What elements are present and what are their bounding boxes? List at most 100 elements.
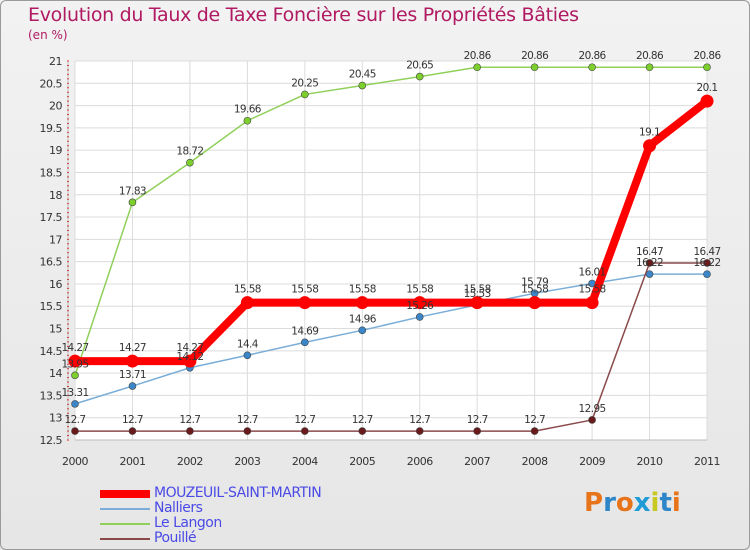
- data-point: [415, 427, 424, 435]
- y-tick-label: 18.5: [40, 166, 63, 179]
- data-label: 15.58: [579, 284, 606, 296]
- y-tick-label: 17: [49, 233, 62, 246]
- series-line: [74, 66, 707, 376]
- data-label: 20.65: [406, 60, 433, 72]
- line-chart: 12.5 13 13.5 14 14.5 15 15.5 16 16.5 17 17.5 18 18.5…: [40, 50, 723, 468]
- y-tick-label: 14: [49, 367, 62, 380]
- data-label: 12.7: [352, 414, 373, 426]
- unit-label: (en %): [28, 28, 68, 42]
- legend-label: Le Langon: [154, 515, 222, 531]
- legend-swatch: [100, 537, 150, 540]
- y-tick-label: 14.5: [40, 345, 63, 358]
- series-line: [75, 262, 707, 432]
- legend-item-le-langon: Le Langon: [100, 516, 321, 531]
- logo-letter: x: [633, 488, 651, 518]
- data-point: [473, 427, 481, 435]
- data-point: [585, 296, 599, 310]
- data-label: 13.95: [61, 358, 88, 370]
- data-label: 12.7: [409, 414, 430, 426]
- data-point: [700, 94, 714, 108]
- data-label: 13.71: [119, 369, 146, 381]
- data-point: [358, 326, 367, 335]
- data-label: 12.7: [524, 414, 545, 426]
- y-tick-label: 18: [49, 189, 62, 202]
- x-tick-label: 2008: [522, 455, 548, 468]
- x-tick-label: 2010: [637, 455, 663, 468]
- data-point: [128, 427, 137, 435]
- data-point: [703, 270, 711, 278]
- data-label: 15.58: [291, 284, 318, 296]
- y-tick-label: 20.5: [40, 77, 63, 90]
- data-label: 20.86: [464, 50, 492, 62]
- legend-label: Nalliers: [154, 500, 203, 516]
- data-label: 15.58: [464, 284, 491, 296]
- data-label: 15.58: [234, 284, 261, 296]
- data-point: [588, 416, 596, 424]
- data-point: [243, 351, 252, 360]
- x-tick-label: 2007: [464, 455, 490, 468]
- data-label: 16.47: [693, 246, 720, 258]
- y-tick-label: 20: [49, 100, 62, 113]
- data-label: 20.86: [579, 50, 607, 62]
- data-label: 12.7: [65, 414, 86, 426]
- data-label: 16.01: [579, 266, 606, 278]
- data-point: [183, 354, 197, 368]
- data-label: 14.27: [176, 342, 203, 354]
- y-tick-label: 16: [49, 278, 62, 291]
- data-point: [68, 354, 82, 368]
- y-tick-label: 16.5: [40, 256, 63, 269]
- data-point: [71, 427, 79, 435]
- data-label: 15.58: [406, 284, 433, 296]
- data-point: [298, 296, 312, 310]
- y-tick-label: 15.5: [40, 300, 63, 313]
- data-label: 14.96: [349, 313, 377, 325]
- y-tick-label: 15: [49, 323, 62, 336]
- y-tick-label: 17.5: [40, 211, 63, 224]
- data-point: [588, 63, 596, 72]
- legend-label: MOUZEUIL-SAINT-MARTIN: [154, 485, 322, 501]
- y-tick-label: 19: [49, 144, 62, 157]
- data-label: 18.72: [176, 146, 203, 158]
- x-tick-label: 2001: [119, 455, 145, 468]
- data-point: [415, 313, 424, 321]
- logo-letter: i: [671, 488, 681, 518]
- x-tick-label: 2005: [349, 455, 375, 468]
- data-label: 15.26: [406, 300, 434, 312]
- data-label: 16.22: [636, 257, 663, 269]
- legend-item-nalliers: Nalliers: [100, 501, 321, 516]
- data-label: 20.1: [697, 82, 718, 94]
- legend-swatch: [100, 522, 150, 525]
- legend-item-pouille: Pouillé: [100, 531, 321, 546]
- data-point: [643, 139, 657, 153]
- data-point: [240, 296, 254, 310]
- data-label: 15.53: [464, 288, 491, 300]
- legend-label: Pouillé: [154, 530, 197, 546]
- data-point: [301, 427, 309, 435]
- y-tick-label: 19.5: [40, 122, 63, 135]
- series-line: [75, 97, 710, 366]
- data-label: 19.1: [639, 127, 660, 139]
- data-label: 14.12: [176, 351, 203, 363]
- data-label: 19.66: [234, 104, 262, 116]
- data-label: 12.7: [179, 414, 200, 426]
- plot-area: [75, 61, 707, 440]
- data-label: 12.7: [467, 414, 488, 426]
- data-label: 17.83: [119, 185, 146, 197]
- data-label: 14.27: [61, 342, 88, 354]
- x-tick-label: 2006: [407, 455, 433, 468]
- legend: MOUZEUIL-SAINT-MARTIN Nalliers Le Langon…: [100, 485, 322, 546]
- data-label: 15.58: [349, 284, 376, 296]
- data-point: [358, 427, 367, 435]
- data-point: [125, 354, 139, 368]
- data-point: [413, 296, 427, 310]
- data-point: [71, 400, 79, 408]
- data-label: 12.7: [237, 414, 258, 426]
- data-label: 12.95: [579, 403, 606, 415]
- y-tick-label: 13.5: [40, 389, 63, 402]
- x-tick-label: 2002: [177, 455, 203, 468]
- logo-letter: o: [615, 488, 634, 518]
- data-point: [530, 427, 539, 435]
- data-label: 20.86: [521, 50, 549, 62]
- data-point: [358, 81, 367, 90]
- data-label: 16.47: [636, 246, 663, 258]
